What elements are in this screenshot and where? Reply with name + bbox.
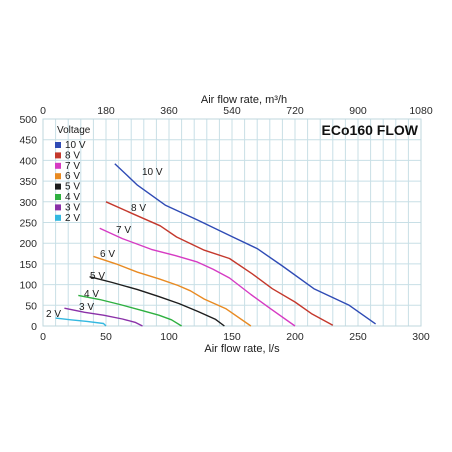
chart-title: ECo160 FLOW <box>322 122 419 138</box>
series-label: 3 V <box>79 302 94 313</box>
legend-entry: 4 V <box>65 192 80 203</box>
legend-title: Voltage <box>57 125 91 136</box>
series-line <box>93 255 252 327</box>
x2-tick-label: 900 <box>349 105 367 117</box>
legend-swatch <box>55 173 61 180</box>
series-label: 7 V <box>116 225 131 236</box>
series-label: 10 V <box>142 167 163 178</box>
plot-frame <box>42 118 422 327</box>
top-axis-title: Air flow rate, m³/h <box>201 94 287 106</box>
y-tick-label: 250 <box>19 218 37 230</box>
y-tick-label: 100 <box>19 280 37 292</box>
legend-entry: 2 V <box>65 213 80 224</box>
legend-swatch <box>55 204 61 211</box>
legend-swatch <box>55 142 61 148</box>
y-tick-label: 150 <box>19 259 37 271</box>
x-tick-label: 50 <box>100 331 112 343</box>
series-label: 6 V <box>100 249 115 260</box>
series-label: 4 V <box>84 289 99 300</box>
y-tick-label: 300 <box>19 197 37 209</box>
x-tick-label: 300 <box>412 331 430 343</box>
y-tick-label: 400 <box>19 155 37 167</box>
legend-entry: 10 V <box>65 140 86 151</box>
axes: Air flow rate, m³/h Air flow rate, l/s 0… <box>19 94 432 355</box>
series-line <box>105 201 334 326</box>
grid <box>43 119 421 326</box>
legend-entry: 3 V <box>65 202 80 213</box>
y-tick-label: 500 <box>19 114 37 126</box>
x-tick-label: 200 <box>286 331 304 343</box>
x-tick-label: 150 <box>223 331 241 343</box>
legend-entry: 8 V <box>65 150 80 161</box>
legend-swatch <box>55 194 61 200</box>
x-tick-label: 100 <box>160 331 178 343</box>
y-tick-label: 200 <box>19 238 37 250</box>
y-tick-label: 450 <box>19 135 37 147</box>
legend-swatch <box>55 183 61 190</box>
y-tick-label: 350 <box>19 176 37 188</box>
legend-swatch <box>55 214 61 221</box>
series-label: 5 V <box>90 271 105 282</box>
x-tick-label: 0 <box>40 331 46 343</box>
series-label: 8 V <box>131 203 146 214</box>
x2-tick-label: 540 <box>223 105 241 117</box>
legend: Voltage 10 V8 V7 V6 V5 V4 V3 V2 V <box>55 125 91 224</box>
series-line <box>55 317 107 327</box>
y-tick-label: 50 <box>25 300 37 312</box>
series-line <box>114 163 377 325</box>
legend-entry: 5 V <box>65 182 80 193</box>
legend-swatch <box>55 162 61 169</box>
bottom-axis-title: Air flow rate, l/s <box>204 343 280 355</box>
x2-tick-label: 0 <box>40 105 46 117</box>
series-line <box>78 294 182 327</box>
x2-tick-label: 180 <box>97 105 115 117</box>
series-line <box>64 307 143 327</box>
series-label: 2 V <box>46 309 61 320</box>
series-line <box>99 227 296 327</box>
series: 10 V8 V7 V6 V5 V4 V3 V2 V <box>46 163 377 327</box>
x2-tick-label: 360 <box>160 105 178 117</box>
y-tick-label: 0 <box>31 321 37 333</box>
legend-entry: 6 V <box>65 171 80 182</box>
legend-swatch <box>55 152 61 159</box>
legend-entry: 7 V <box>65 161 80 172</box>
x2-tick-label: 720 <box>286 105 304 117</box>
series-line <box>89 276 225 327</box>
x2-tick-label: 1080 <box>409 105 433 117</box>
x-tick-label: 250 <box>349 331 367 343</box>
